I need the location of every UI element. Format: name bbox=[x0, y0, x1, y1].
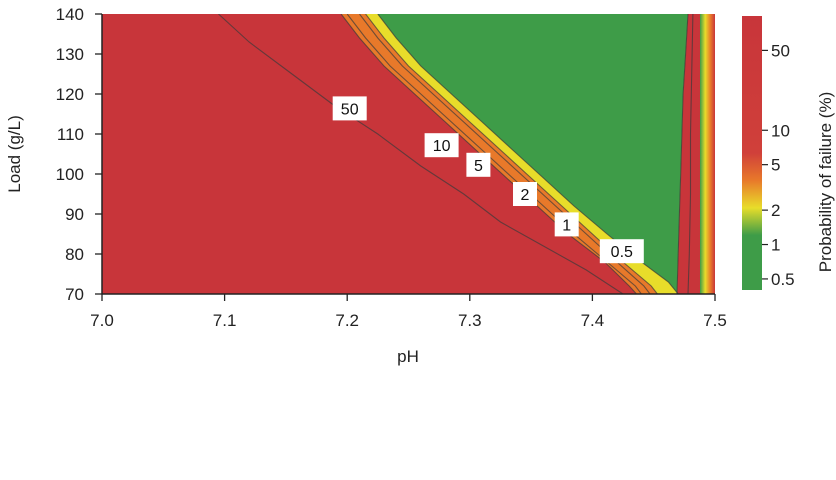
right-edge-band bbox=[700, 14, 715, 294]
contour-label-box bbox=[332, 96, 367, 121]
y-ticks: 70 80 90 100 110 120 130 140 bbox=[56, 5, 102, 304]
y-tick-label: 100 bbox=[56, 165, 84, 184]
contour-label-text: 10 bbox=[433, 138, 451, 155]
contour-label-box bbox=[513, 182, 537, 206]
y-tick-label: 90 bbox=[65, 205, 84, 224]
x-tick-label: 7.5 bbox=[703, 311, 727, 330]
contour-label-50: 50 bbox=[332, 96, 367, 121]
contour-line-50-0 bbox=[218, 14, 624, 294]
contour-label-text: 2 bbox=[521, 187, 530, 204]
contour-label-text: 5 bbox=[474, 158, 483, 175]
contour-label-box bbox=[466, 152, 491, 177]
y-tick-label: 130 bbox=[56, 45, 84, 64]
contour-label-box bbox=[554, 212, 579, 237]
contour-label-box bbox=[424, 133, 459, 158]
x-tick-label: 7.2 bbox=[335, 311, 359, 330]
x-tick-label: 7.3 bbox=[458, 311, 482, 330]
y-tick-label: 120 bbox=[56, 85, 84, 104]
contour-line-1-4 bbox=[365, 14, 658, 294]
safe-region bbox=[377, 14, 688, 294]
colorbar-tick-label: 0.5 bbox=[771, 270, 795, 289]
x-axis-label: pH bbox=[397, 347, 419, 366]
contour-lines bbox=[218, 14, 694, 294]
contour-line-1-7 bbox=[687, 14, 694, 294]
contour-label-text: 1 bbox=[562, 217, 571, 234]
contour-label-5: 5 bbox=[466, 152, 491, 177]
contour-line-0-5-6 bbox=[676, 14, 689, 294]
contour-line-0-5-5 bbox=[377, 14, 679, 294]
colorbar: 0.5 1 2 5 10 50 Probability of failure (%) bbox=[742, 16, 835, 290]
contour-label-1: 1 bbox=[554, 212, 579, 237]
y-tick-label: 70 bbox=[65, 285, 84, 304]
x-tick-label: 7.0 bbox=[90, 311, 114, 330]
colorbar-tick-label: 2 bbox=[771, 201, 780, 220]
plot-area: 50 10 5 2 1 0.5 bbox=[102, 14, 715, 294]
contour-line-2-3 bbox=[359, 14, 651, 294]
contour-label-2: 2 bbox=[513, 182, 537, 206]
y-tick-label: 110 bbox=[57, 125, 84, 144]
x-ticks: 7.0 7.1 7.2 7.3 7.4 7.5 bbox=[90, 294, 727, 330]
colorbar-label: Probability of failure (%) bbox=[816, 92, 835, 272]
y-axis-label: Load (g/L) bbox=[5, 115, 24, 193]
colorbar-ticks: 0.5 1 2 5 10 50 bbox=[762, 41, 795, 289]
contour-label-text: 50 bbox=[341, 101, 359, 118]
contour-label-0-5: 0.5 bbox=[599, 239, 644, 264]
contour-line-5-2 bbox=[346, 14, 642, 294]
colorbar-tick-label: 5 bbox=[771, 156, 780, 175]
x-tick-label: 7.4 bbox=[581, 311, 605, 330]
colorbar-tick-label: 50 bbox=[771, 41, 790, 60]
colorbar-tick-label: 1 bbox=[771, 236, 780, 255]
colorbar-gradient bbox=[742, 16, 762, 290]
colorbar-tick-label: 10 bbox=[771, 121, 790, 140]
axes: 7.0 7.1 7.2 7.3 7.4 7.5 708090100110120130140… bbox=[5, 5, 727, 366]
contour-label-10: 10 bbox=[424, 133, 459, 158]
contour-labels: 50 10 5 2 1 0.5 bbox=[332, 96, 644, 264]
x-tick-label: 7.1 bbox=[213, 311, 237, 330]
y-tick-label: 140 bbox=[56, 5, 84, 24]
contour-line-10-1 bbox=[340, 14, 637, 294]
contour-label-box bbox=[599, 239, 644, 264]
y-tick-label: 80 bbox=[65, 245, 84, 264]
contour-label-text: 0.5 bbox=[611, 244, 633, 261]
